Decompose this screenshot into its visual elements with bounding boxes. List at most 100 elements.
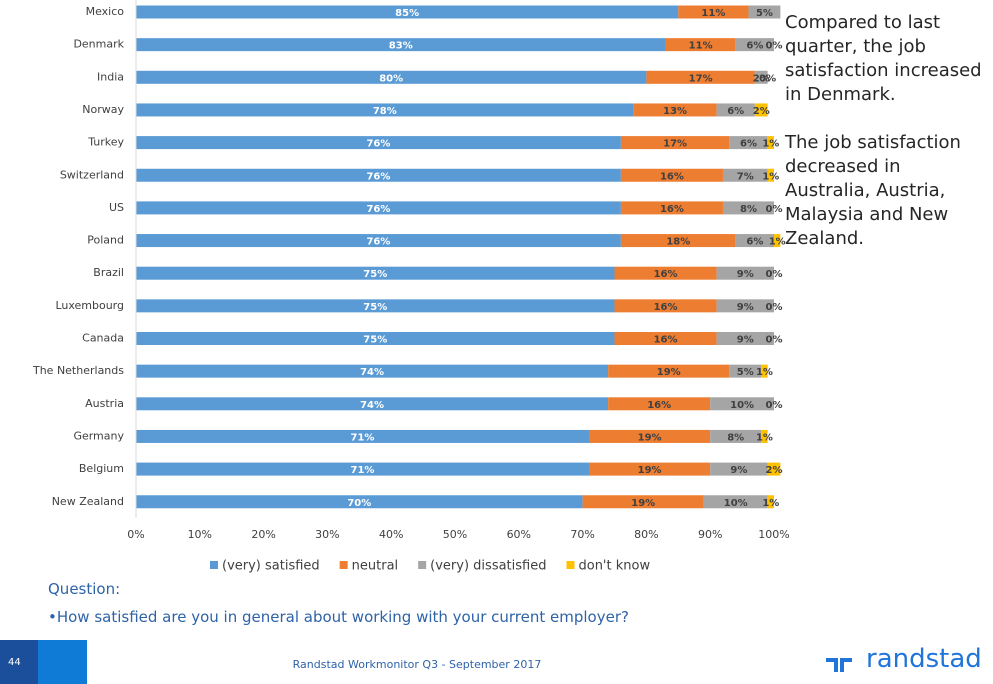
value-label: 10% [730,400,754,411]
bar-segment [735,38,774,52]
x-tick-label: 40% [379,528,403,541]
value-label: 75% [363,335,387,346]
page-number: 44 [8,657,21,668]
bar-segment [716,332,774,345]
bar-segment [136,299,615,313]
value-label: 9% [737,302,754,313]
x-tick-label: 20% [251,528,275,541]
bar-segment [136,70,647,84]
bar-segment [620,234,736,248]
value-label: 16% [660,171,684,182]
value-label: 78% [373,106,397,117]
value-label: 11% [689,41,713,52]
category-label: New Zealand [52,495,124,508]
chart: Mexico 85% 11% 5%Denmark 83% 11% 6% 0%India 80% 1… [32,0,790,574]
value-label: 0% [766,41,783,52]
bar-segment [608,364,730,378]
value-label: 16% [654,302,678,313]
value-label: 18% [666,237,690,248]
x-tick-label: 80% [634,528,658,541]
value-label: 13% [663,106,687,117]
bar-segment [748,5,781,19]
category-label: Canada [82,332,124,345]
bar-segment [710,462,768,476]
value-label: 76% [366,204,390,215]
annotation: Compared to last quarter, the job satisf… [785,12,982,105]
bar-segment [767,495,774,509]
value-label: 85% [395,8,419,19]
bar-segment [136,38,666,52]
bar-segment [703,495,768,509]
x-tick-label: 100% [758,528,789,541]
bar-segment [588,429,711,443]
value-label: 17% [689,73,713,84]
bar-segment [646,70,755,84]
value-label: 2% [766,465,783,476]
bar-segment [722,201,774,215]
bar-segment [761,364,768,378]
value-label: 5% [756,8,773,19]
value-label: 6% [740,139,757,150]
bar-segment [614,266,717,280]
value-label: 1% [762,498,779,509]
category-label: Germany [73,429,124,442]
bar-segment [136,429,589,443]
value-label: 16% [647,400,671,411]
bar-segment [767,462,781,476]
value-label: 70% [347,498,371,509]
bar-segment [620,168,723,182]
bar-segment [608,397,711,411]
bar-segment [716,266,774,280]
bar-segment [136,168,621,182]
bar-segment [588,462,711,476]
category-label: The Netherlands [32,364,124,377]
bar-segment [136,5,679,19]
value-label: 76% [366,171,390,182]
bar-segment [754,70,768,84]
value-label: 0% [766,269,783,280]
bar-segment [614,332,717,345]
bar-segment [729,136,768,150]
bar-segment [582,495,704,509]
annotation: The job satisfaction decreased in Austra… [785,132,961,249]
value-label: 7% [737,171,754,182]
value-label: 2% [753,73,770,84]
value-label: 0% [766,400,783,411]
legend-label: (very) satisfied [222,559,320,574]
bar-segment [136,136,621,150]
category-label: Austria [85,397,124,410]
value-label: 17% [663,139,687,150]
bar-segment [710,429,762,443]
value-label: 0% [759,73,776,84]
category-label: Denmark [73,38,124,51]
value-label: 1% [756,432,773,443]
value-label: 6% [727,106,744,117]
x-tick-label: 0% [127,528,144,541]
value-label: 9% [737,335,754,346]
value-label: 19% [631,498,655,509]
bar-segment [710,397,774,411]
bar-segment [136,201,621,215]
category-label: Mexico [86,5,125,18]
value-label: 71% [351,432,375,443]
value-label: 11% [701,8,725,19]
value-label: 0% [766,302,783,313]
category-label: US [109,201,124,214]
value-label: 75% [363,302,387,313]
bar-segment [729,364,762,378]
value-label: 8% [740,204,757,215]
footer-source: Randstad Workmonitor Q3 - September 2017 [292,658,542,671]
bar-segment [136,234,621,248]
value-label: 19% [657,367,681,378]
category-label: Norway [82,103,124,116]
footer-block [0,640,38,684]
value-label: 8% [727,432,744,443]
category-label: Luxembourg [55,299,124,312]
value-label: 75% [363,269,387,280]
bar-segment [678,5,749,19]
value-label: 0% [766,204,783,215]
value-label: 1% [756,367,773,378]
value-label: 1% [769,237,786,248]
value-label: 76% [366,139,390,150]
